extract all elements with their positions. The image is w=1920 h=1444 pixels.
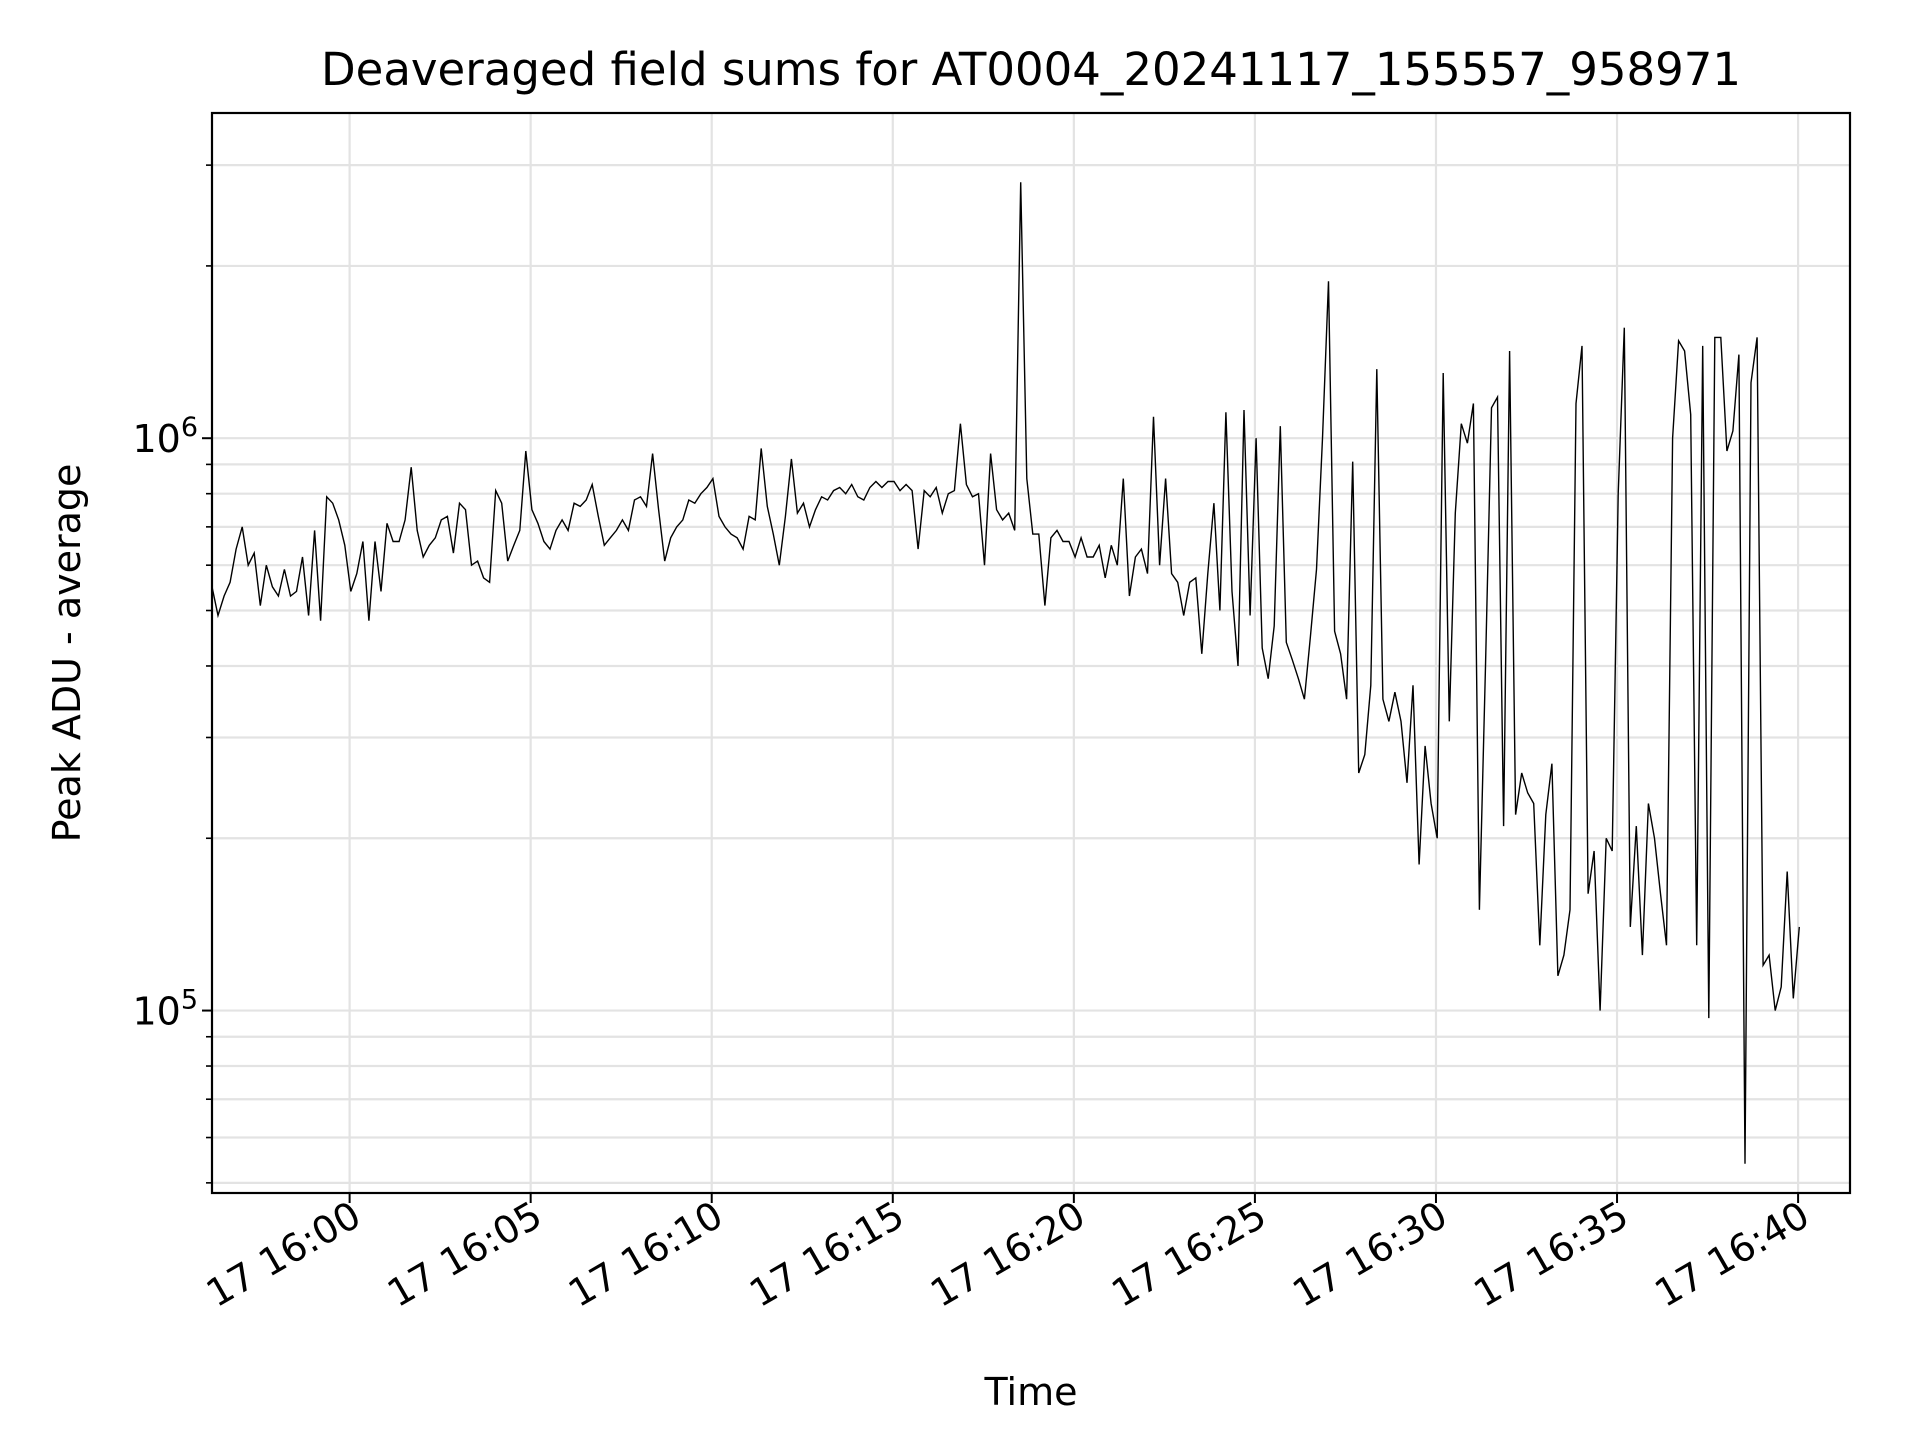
x-tick-label: 17 16:40 <box>1647 1193 1816 1316</box>
x-tick-label: 17 16:15 <box>742 1193 911 1316</box>
x-axis: 17 16:00 17 16:05 17 16:10 17 16:15 17 16:20… <box>199 1193 1817 1316</box>
x-tick-label: 17 16:30 <box>1285 1193 1454 1316</box>
x-tick-label: 17 16:10 <box>561 1193 730 1316</box>
x-tick-label: 17 16:20 <box>923 1193 1092 1316</box>
x-tick-label: 17 16:05 <box>380 1193 549 1316</box>
y-axis-label: Peak ADU - average <box>45 464 89 843</box>
plot-frame <box>210 111 1852 1195</box>
x-tick-label: 17 16:25 <box>1104 1193 1273 1316</box>
series-layer <box>212 182 1800 1164</box>
grid-layer <box>212 113 1850 1193</box>
x-axis-label: Time <box>984 1370 1078 1414</box>
chart-title: Deaveraged field sums for AT0004_2024111… <box>321 43 1741 96</box>
y-tick-label: 106 <box>132 412 198 461</box>
y-axis: 105 106 <box>132 164 212 1184</box>
x-tick-label: 17 16:00 <box>199 1193 368 1316</box>
x-tick-label: 17 16:35 <box>1466 1193 1635 1316</box>
y-tick-label: 105 <box>132 985 198 1034</box>
series-line <box>212 182 1800 1164</box>
